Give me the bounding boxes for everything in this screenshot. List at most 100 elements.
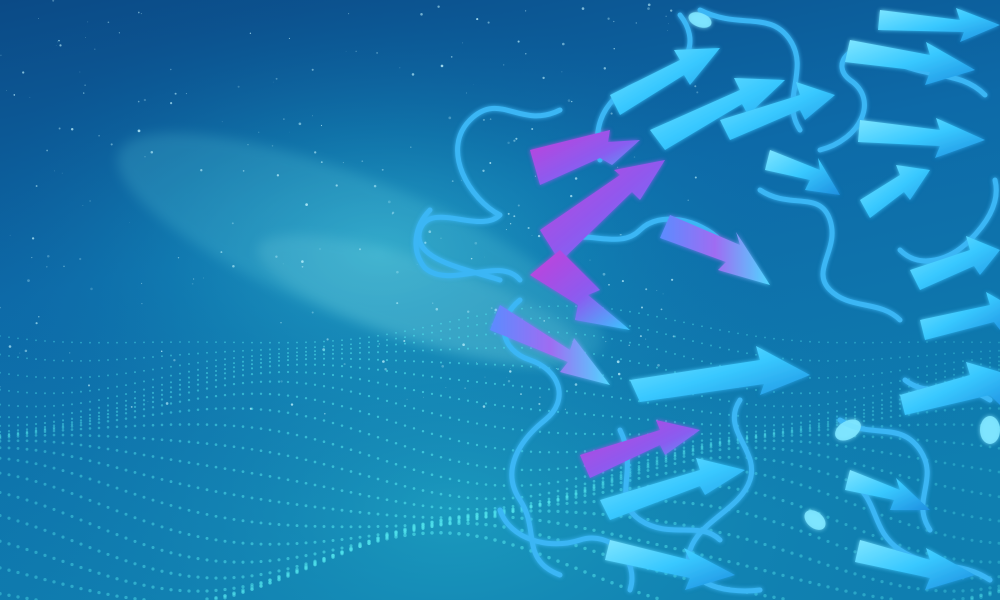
wave-particle xyxy=(448,477,452,481)
wave-particle xyxy=(943,589,947,593)
wave-particle xyxy=(800,340,802,342)
wave-particle xyxy=(953,361,955,364)
wave-particle xyxy=(88,389,92,392)
wave-particle xyxy=(313,371,317,375)
wave-particle xyxy=(997,364,1000,367)
wave-particle xyxy=(395,337,397,340)
wave-particle xyxy=(610,395,614,399)
wave-particle xyxy=(547,555,551,560)
wave-particle xyxy=(484,424,488,427)
wave-particle xyxy=(475,515,479,519)
wave-particle xyxy=(115,509,119,513)
wave-particle xyxy=(358,378,362,381)
wave-particle xyxy=(745,431,749,434)
wave-particle xyxy=(16,432,20,436)
star xyxy=(645,288,648,291)
wave-particle xyxy=(800,359,802,361)
wave-particle xyxy=(241,588,245,592)
wave-particle xyxy=(511,515,515,520)
wave-particle xyxy=(998,349,1000,352)
wave-particle xyxy=(97,480,101,484)
wave-particle xyxy=(169,381,173,384)
wave-particle xyxy=(736,455,740,459)
wave-particle xyxy=(745,387,749,390)
wave-particle xyxy=(187,398,191,402)
star xyxy=(403,340,406,342)
wave-particle xyxy=(116,373,118,376)
wave-particle xyxy=(574,412,578,415)
wave-particle xyxy=(430,531,434,535)
wave-particle xyxy=(61,429,65,432)
wave-particle xyxy=(772,520,776,524)
wave-particle xyxy=(781,439,785,443)
wave-particle xyxy=(826,424,830,428)
wave-particle xyxy=(566,332,568,334)
wave-particle xyxy=(268,428,272,432)
wave-particle xyxy=(70,417,74,420)
wave-particle xyxy=(799,433,803,437)
wave-particle xyxy=(466,420,470,423)
wave-particle xyxy=(0,371,1,374)
wave-particle xyxy=(889,405,893,408)
wave-particle xyxy=(286,501,290,505)
wave-particle xyxy=(538,468,542,472)
wave-particle xyxy=(620,309,622,312)
wave-particle xyxy=(872,358,874,361)
wave-particle xyxy=(547,520,551,524)
wave-particle xyxy=(853,411,857,414)
wave-particle xyxy=(295,413,299,416)
wave-particle xyxy=(628,359,632,363)
wave-particle xyxy=(340,388,344,391)
wave-particle xyxy=(664,471,668,475)
wave-particle xyxy=(439,414,443,417)
wave-particle xyxy=(979,540,983,543)
wave-particle xyxy=(377,340,379,343)
star xyxy=(185,93,187,95)
wave-particle xyxy=(79,433,83,437)
wave-particle xyxy=(836,359,838,362)
wave-particle xyxy=(683,321,685,324)
wave-particle xyxy=(601,490,605,494)
wave-particle xyxy=(917,355,919,358)
wave-particle xyxy=(610,483,614,487)
wave-particle xyxy=(871,577,875,581)
wave-particle xyxy=(953,352,955,355)
wave-particle xyxy=(871,425,875,429)
wave-particle xyxy=(295,381,299,384)
wave-particle xyxy=(52,433,56,437)
wave-particle xyxy=(178,423,182,426)
wave-particle xyxy=(592,432,596,436)
wave-particle xyxy=(872,373,874,376)
wave-particle xyxy=(484,507,488,511)
wave-particle xyxy=(763,424,767,427)
wave-particle xyxy=(781,427,785,431)
wave-particle xyxy=(835,401,839,404)
wave-particle xyxy=(277,476,281,480)
wave-particle xyxy=(142,473,146,477)
wave-particle xyxy=(664,464,668,468)
wave-particle xyxy=(475,380,479,384)
wave-particle xyxy=(727,438,731,442)
wave-particle xyxy=(223,467,227,470)
wave-particle xyxy=(952,557,956,561)
wave-particle xyxy=(799,392,803,395)
star xyxy=(448,116,452,120)
star xyxy=(561,42,565,46)
wave-particle xyxy=(790,428,794,432)
wave-particle xyxy=(646,540,650,545)
wave-particle xyxy=(214,365,218,368)
wave-particle xyxy=(493,514,497,519)
wave-particle xyxy=(952,463,956,466)
wave-particle xyxy=(80,341,82,344)
wave-particle xyxy=(205,376,209,379)
wave-particle xyxy=(520,407,524,410)
wave-particle xyxy=(232,468,236,472)
wave-particle xyxy=(232,445,236,449)
star xyxy=(5,90,7,91)
wave-particle xyxy=(925,374,929,377)
star xyxy=(46,266,48,268)
wave-particle xyxy=(395,332,397,334)
wave-particle xyxy=(637,362,641,365)
wave-particle xyxy=(961,366,965,369)
wave-particle xyxy=(565,497,569,501)
